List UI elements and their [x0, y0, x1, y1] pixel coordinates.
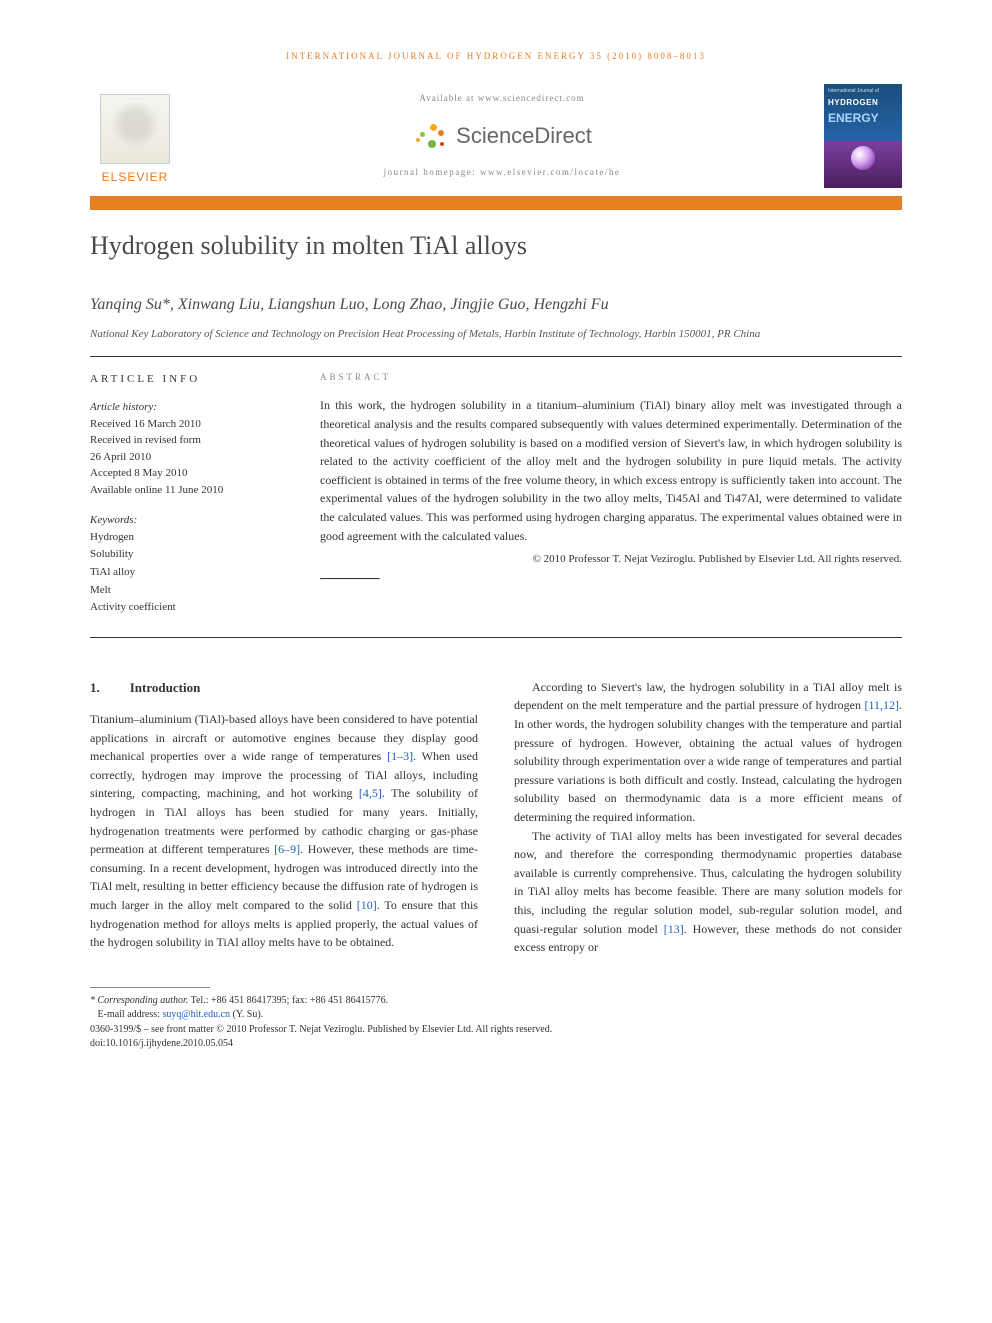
- keywords-label: Keywords:: [90, 512, 280, 529]
- section-heading: 1. Introduction: [90, 678, 478, 698]
- citation-link[interactable]: [10]: [357, 898, 377, 912]
- elsevier-wordmark: ELSEVIER: [102, 168, 169, 186]
- elsevier-tree-icon: [100, 94, 170, 164]
- body-paragraph: According to Sievert's law, the hydrogen…: [514, 678, 902, 827]
- keyword: Activity coefficient: [90, 599, 280, 617]
- history-online: Available online 11 June 2010: [90, 482, 280, 499]
- corr-detail: Tel.: +86 451 86417395; fax: +86 451 864…: [188, 995, 388, 1006]
- history-label: Article history:: [90, 399, 280, 416]
- cover-line1: International Journal of: [828, 88, 898, 96]
- corresponding-author: * Corresponding author. Tel.: +86 451 86…: [90, 994, 902, 1009]
- keywords-list: Hydrogen Solubility TiAl alloy Melt Acti…: [90, 529, 280, 617]
- body-paragraph: Titanium–aluminium (TiAl)-based alloys h…: [90, 710, 478, 952]
- article-info-head: ARTICLE INFO: [90, 371, 280, 388]
- history-accepted: Accepted 8 May 2010: [90, 465, 280, 482]
- available-at: Available at www.sciencedirect.com: [200, 92, 804, 106]
- text-run: . In other words, the hydrogen solubilit…: [514, 698, 902, 824]
- abstract-block: ABSTRACT In this work, the hydrogen solu…: [320, 371, 902, 617]
- body-columns: 1. Introduction Titanium–aluminium (TiAl…: [90, 678, 902, 957]
- journal-homepage: journal homepage: www.elsevier.com/locat…: [200, 166, 804, 180]
- elsevier-logo: ELSEVIER: [90, 86, 180, 186]
- history-received: Received 16 March 2010: [90, 416, 280, 433]
- email-line: E-mail address: suyq@hit.edu.cn (Y. Su).: [90, 1008, 902, 1023]
- citation-link[interactable]: [1–3]: [387, 749, 413, 763]
- accent-bar: [90, 196, 902, 210]
- front-matter-line: 0360-3199/$ – see front matter © 2010 Pr…: [90, 1023, 902, 1038]
- citation-link[interactable]: [4,5]: [359, 786, 382, 800]
- rule-bottom: [90, 637, 902, 638]
- running-head: INTERNATIONAL JOURNAL OF HYDROGEN ENERGY…: [90, 50, 902, 64]
- journal-cover-thumb: International Journal of HYDROGEN ENERGY: [824, 84, 902, 188]
- email-link[interactable]: suyq@hit.edu.cn: [162, 1009, 230, 1020]
- history-revised-label: Received in revised form: [90, 432, 280, 449]
- keyword: Solubility: [90, 546, 280, 564]
- citation-link[interactable]: [11,12]: [864, 698, 899, 712]
- cover-line2: HYDROGEN: [828, 97, 898, 109]
- citation-link[interactable]: [13]: [664, 922, 684, 936]
- sciencedirect-text: ScienceDirect: [456, 119, 592, 152]
- sciencedirect-logo: ScienceDirect: [412, 119, 592, 152]
- abstract-copyright: © 2010 Professor T. Nejat Veziroglu. Pub…: [320, 551, 902, 568]
- abstract-head: ABSTRACT: [320, 371, 902, 385]
- cover-orb-icon: [851, 146, 875, 170]
- abstract-text: In this work, the hydrogen solubility in…: [320, 396, 902, 545]
- section-number: 1.: [90, 678, 100, 698]
- body-paragraph: The activity of TiAl alloy melts has bee…: [514, 827, 902, 957]
- keyword: Hydrogen: [90, 529, 280, 547]
- cover-line3: ENERGY: [828, 109, 898, 127]
- text-run: The activity of TiAl alloy melts has bee…: [514, 829, 902, 936]
- email-tail: (Y. Su).: [230, 1009, 263, 1020]
- article-title: Hydrogen solubility in molten TiAl alloy…: [90, 226, 902, 265]
- email-label: E-mail address:: [98, 1009, 163, 1020]
- abstract-end-rule: [320, 578, 380, 580]
- doi-line: doi:10.1016/j.ijhydene.2010.05.054: [90, 1037, 902, 1052]
- footnotes: * Corresponding author. Tel.: +86 451 86…: [90, 994, 902, 1052]
- keyword: TiAl alloy: [90, 564, 280, 582]
- text-run: According to Sievert's law, the hydrogen…: [514, 680, 902, 713]
- sciencedirect-dots-icon: [412, 122, 448, 150]
- corr-label: * Corresponding author.: [90, 995, 188, 1006]
- author-list: Yanqing Su*, Xinwang Liu, Liangshun Luo,…: [90, 293, 902, 317]
- journal-header: ELSEVIER Available at www.sciencedirect.…: [90, 84, 902, 188]
- citation-link[interactable]: [6–9]: [274, 842, 300, 856]
- keyword: Melt: [90, 582, 280, 600]
- section-title: Introduction: [130, 678, 201, 698]
- article-info-block: ARTICLE INFO Article history: Received 1…: [90, 371, 280, 617]
- affiliation: National Key Laboratory of Science and T…: [90, 327, 902, 342]
- footnote-separator: [90, 987, 210, 988]
- history-revised-date: 26 April 2010: [90, 449, 280, 466]
